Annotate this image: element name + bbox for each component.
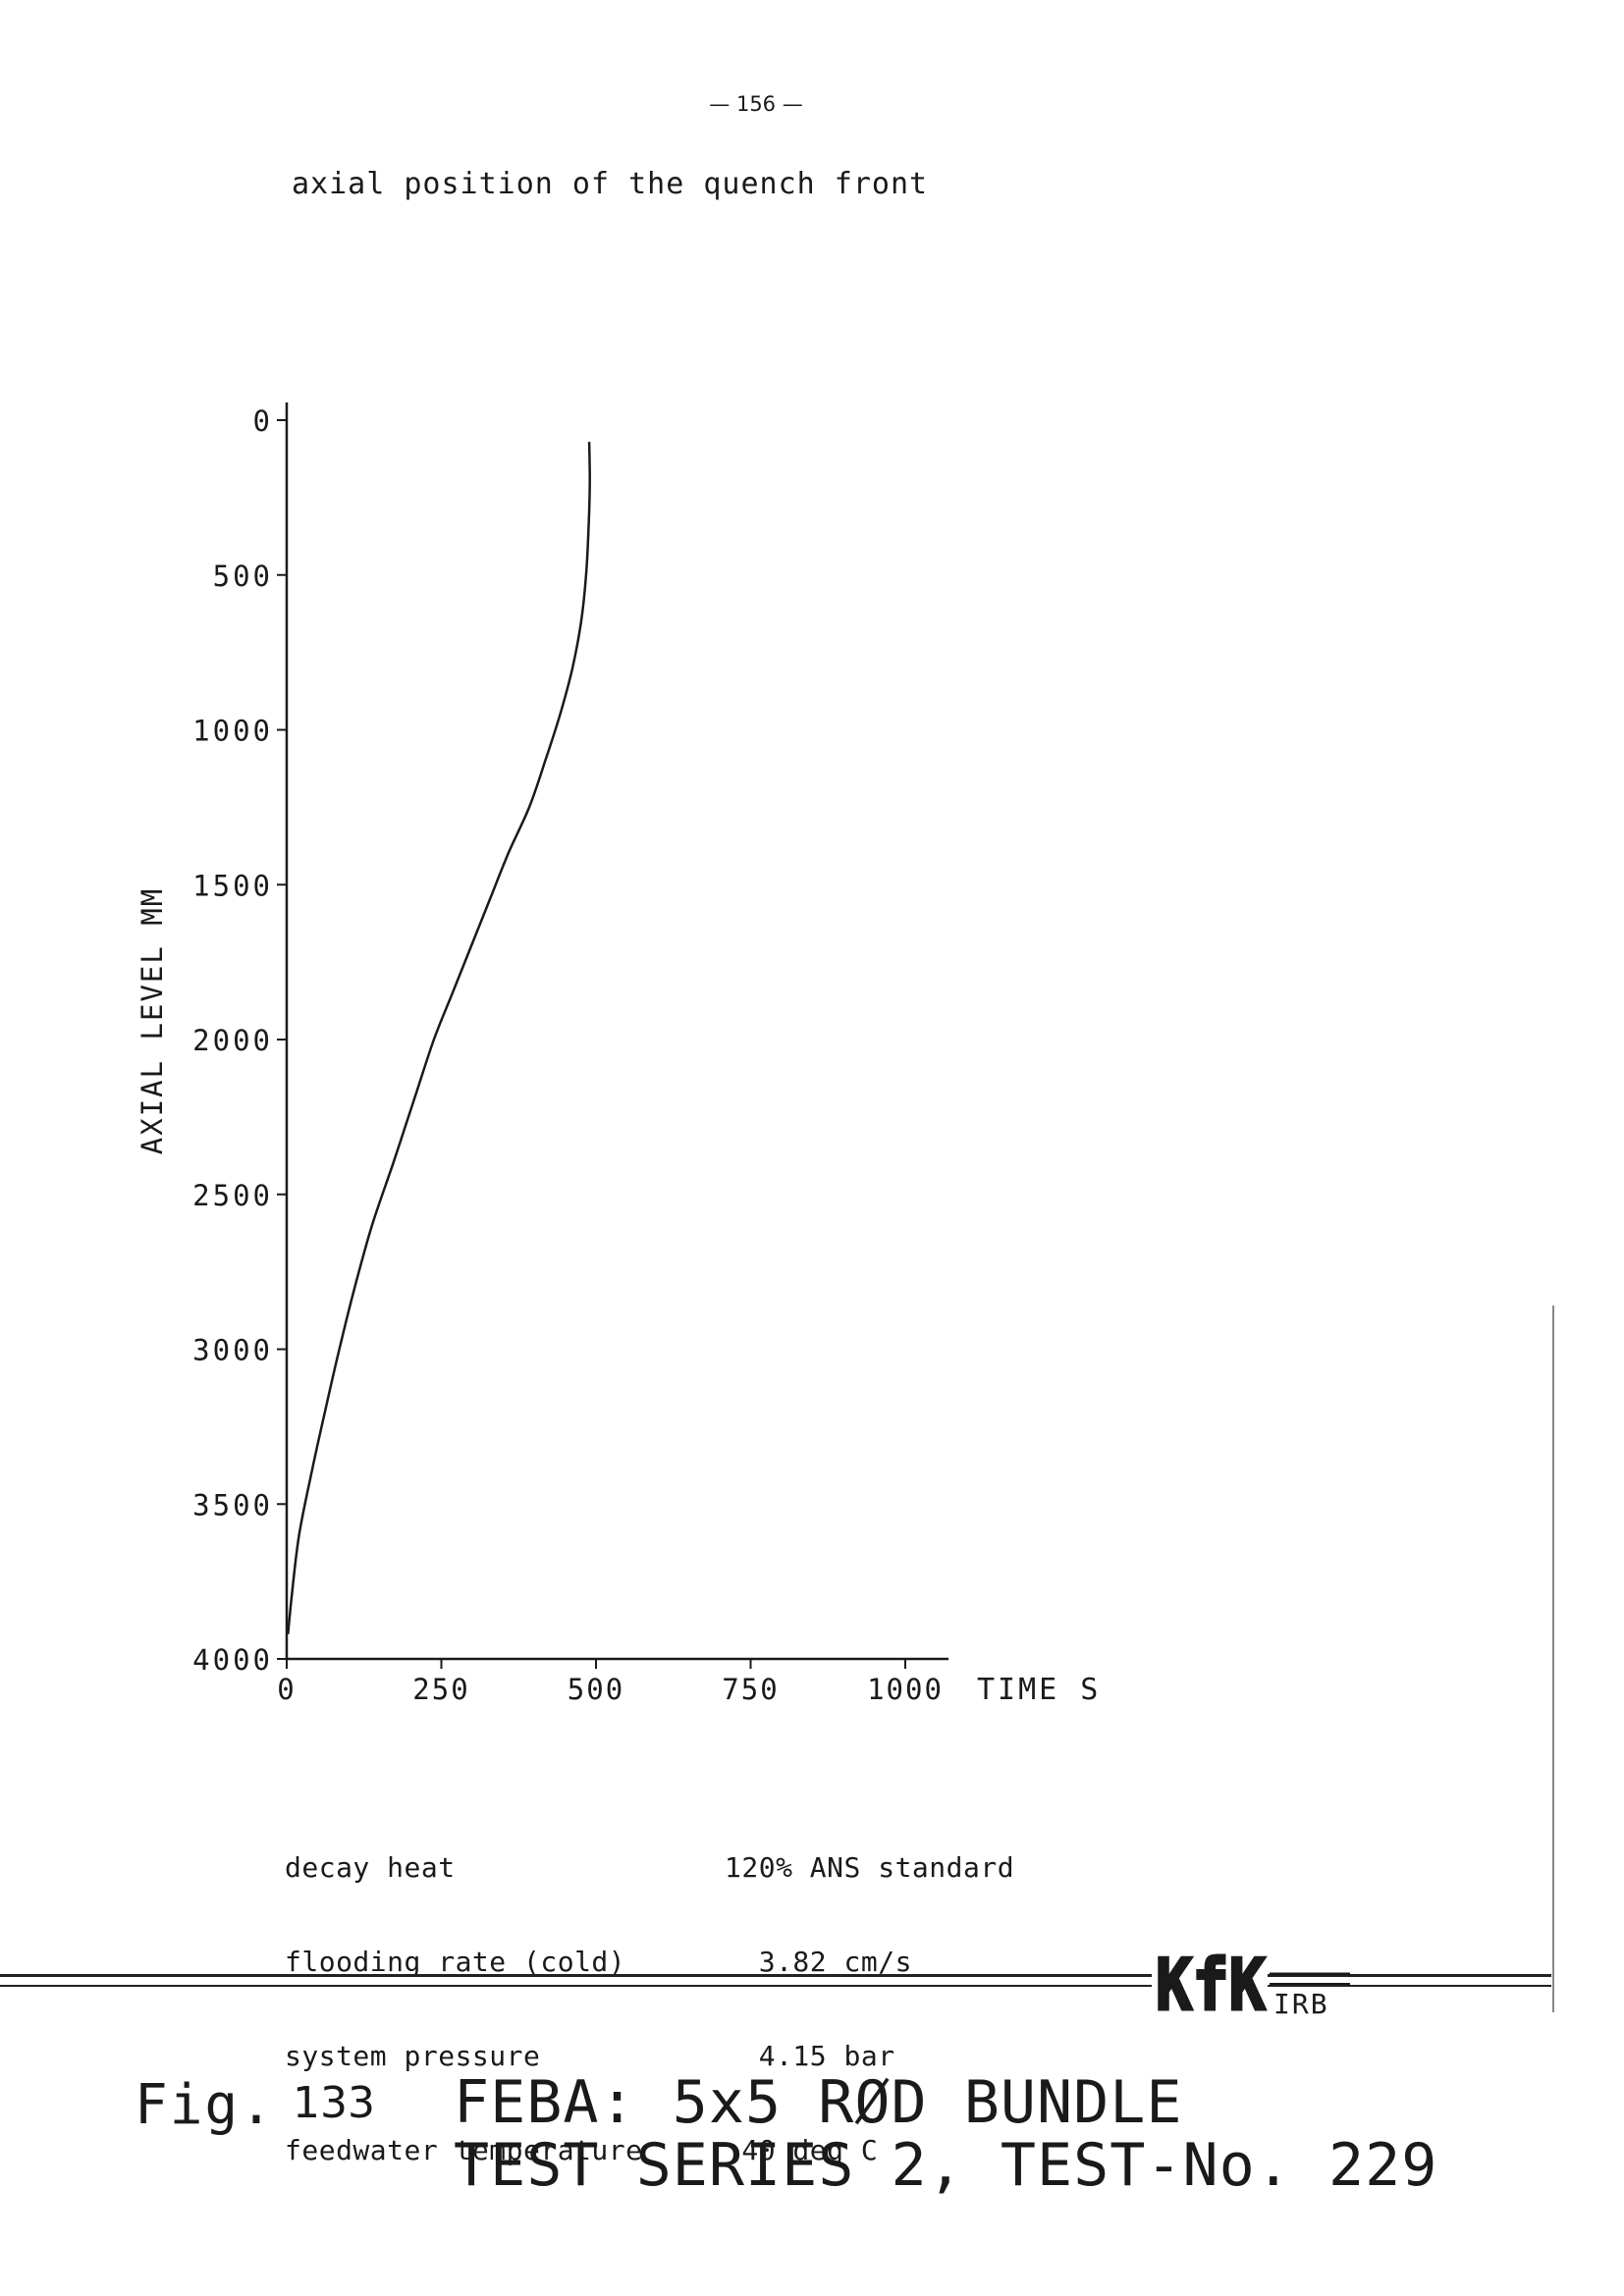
param-value-decay-heat: 120% ANS standard (725, 1851, 1015, 1884)
page-number: — 156 — (709, 92, 803, 116)
chart-series (287, 442, 591, 1634)
svg-text:KfK: KfK (1156, 1944, 1267, 2026)
x-axis-label: TIME S (977, 1673, 1101, 1707)
param-value-feedwater-temperature: 40 deg C (725, 2134, 879, 2166)
test-parameter-labels: decay heat flooding rate (cold) system p… (285, 1789, 643, 2198)
y-tick-label: 1500 (192, 869, 273, 902)
y-tick-label: 3500 (192, 1488, 273, 1522)
test-parameter-values: 120% ANS standard 3.82 cm/s 4.15 bar 40 … (725, 1789, 1014, 2198)
y-tick-label: 2500 (192, 1179, 273, 1212)
separator-rule-top (0, 1974, 1551, 1977)
figure-title-line-2: TEST SERIES 2, TEST-No. 229 (454, 2131, 1438, 2200)
param-value-flooding-rate: 3.82 cm/s (725, 1946, 912, 1978)
x-tick-label: 250 (412, 1673, 469, 1706)
y-tick-label: 0 (253, 404, 273, 438)
param-label-system-pressure: system pressure (285, 2040, 541, 2072)
chart-axes (285, 402, 949, 1661)
y-tick-label: 1000 (192, 715, 273, 748)
y-axis-label: AXIAL LEVEL MM (135, 887, 169, 1154)
x-tick-label: 1000 (867, 1673, 944, 1706)
y-tick-label: 4000 (192, 1643, 273, 1677)
svg-text:IRB: IRB (1273, 1988, 1329, 2020)
scan-edge-line (1552, 1306, 1554, 2012)
x-axis-ticks: 0 250 500 750 1000 (277, 1659, 944, 1706)
figure-title-line-1: FEBA: 5x5 RØD BUNDLE (454, 2068, 1183, 2137)
separator-rule-bottom (0, 1985, 1551, 1987)
y-tick-label: 3000 (192, 1334, 273, 1367)
y-axis-ticks: 0 500 1000 1500 2000 2500 3000 3500 4000 (192, 404, 287, 1677)
x-tick-label: 750 (722, 1673, 779, 1706)
y-tick-label: 500 (213, 560, 273, 593)
chart-subtitle: axial position of the quench front (292, 167, 929, 201)
figure-number: 133 (293, 2078, 375, 2128)
param-value-system-pressure: 4.15 bar (725, 2040, 895, 2072)
kfk-logo: KfK IRB (1152, 1935, 1350, 2031)
param-label-feedwater-temperature: feedwater temperature (285, 2134, 643, 2166)
quench-front-line (287, 442, 591, 1634)
x-tick-label: 0 (277, 1673, 296, 1706)
y-tick-label: 2000 (192, 1024, 273, 1057)
figure-label: Fig. (135, 2073, 275, 2137)
param-label-decay-heat: decay heat (285, 1851, 456, 1884)
figure-title: FEBA: 5x5 RØD BUNDLE TEST SERIES 2, TEST-… (454, 2071, 1437, 2197)
param-label-flooding-rate: flooding rate (cold) (285, 1946, 626, 1978)
x-tick-label: 500 (568, 1673, 624, 1706)
